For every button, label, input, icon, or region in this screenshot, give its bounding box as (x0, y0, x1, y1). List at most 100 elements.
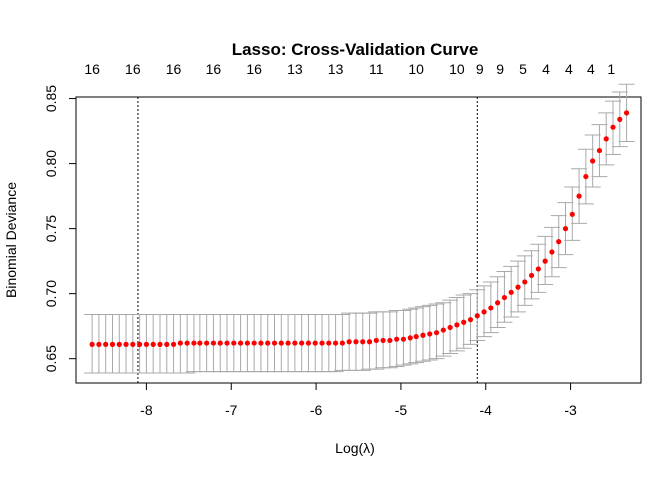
data-point (89, 341, 95, 347)
data-point (433, 330, 440, 336)
data-point (103, 341, 109, 347)
data-point (170, 341, 177, 347)
data-point (461, 319, 467, 325)
data-point (346, 339, 352, 345)
data-point (387, 337, 393, 344)
data-point (535, 266, 541, 272)
data-point (508, 289, 514, 295)
data-point (427, 331, 433, 337)
data-point (596, 147, 603, 154)
top-axis-label: 16 (84, 61, 100, 77)
data-point (447, 324, 453, 331)
data-point (495, 300, 501, 306)
data-point (522, 279, 528, 285)
data-point (157, 341, 163, 347)
data-point (237, 340, 244, 346)
top-axis-label: 13 (287, 61, 303, 77)
top-axis-label: 10 (449, 61, 465, 77)
data-point (610, 124, 616, 130)
data-point (217, 340, 223, 346)
data-point (353, 339, 359, 345)
data-point (258, 340, 264, 346)
data-point (454, 322, 460, 328)
data-point (143, 341, 150, 347)
data-point (109, 341, 116, 347)
data-point (413, 333, 419, 340)
x-tick-label: -6 (310, 402, 323, 418)
data-point (191, 340, 197, 346)
data-point (137, 341, 143, 347)
data-point (603, 136, 609, 142)
top-axis-label: 16 (246, 61, 262, 77)
data-point (197, 340, 203, 346)
top-axis-label: 13 (328, 61, 344, 77)
y-axis: 0.65 0.70 0.75 0.80 0.85 (43, 85, 77, 372)
data-point (271, 340, 278, 346)
data-point (569, 211, 575, 217)
data-point (319, 340, 325, 346)
x-axis-label: Log(λ) (335, 440, 375, 456)
top-axis-label: 16 (166, 61, 182, 77)
data-point (116, 341, 122, 347)
chart-title: Lasso: Cross-Validation Curve (232, 40, 479, 59)
data-point (556, 239, 562, 245)
error-bars (84, 83, 635, 374)
top-axis-label: 5 (519, 61, 527, 77)
y-tick-label: 0.70 (43, 280, 59, 307)
data-point (583, 173, 589, 180)
data-point (96, 341, 102, 347)
x-axis: -8 -7 -6 -5 -4 -3 (140, 382, 577, 418)
top-axis-label: 16 (206, 61, 222, 77)
data-point (360, 339, 366, 345)
data-point (278, 340, 284, 346)
data-point (130, 341, 136, 347)
data-point (299, 340, 305, 346)
data-point (251, 340, 257, 346)
data-point (305, 340, 312, 346)
data-point (576, 193, 582, 199)
data-point (407, 335, 413, 341)
data-point (394, 336, 400, 342)
y-tick-label: 0.65 (43, 345, 59, 372)
data-point (515, 284, 521, 290)
data-point (366, 339, 373, 345)
top-axis-label: 9 (476, 61, 484, 77)
x-tick-label: -3 (564, 402, 577, 418)
data-point (339, 340, 345, 346)
data-point (501, 294, 508, 301)
y-tick-label: 0.75 (43, 215, 59, 242)
data-point (244, 340, 250, 346)
data-point (542, 258, 548, 264)
data-point (380, 337, 386, 344)
x-tick-label: -5 (395, 402, 408, 418)
top-axis-label: 4 (565, 61, 573, 77)
plot-frame (75, 96, 642, 384)
top-axis-label: 16 (125, 61, 141, 77)
data-point (440, 327, 446, 333)
data-point (562, 226, 569, 232)
data-point (488, 305, 494, 311)
data-point (528, 272, 535, 279)
top-axis-variable-counts: 16 16 16 16 16 13 13 11 10 10 9 9 5 4 4 4 1 (84, 61, 615, 77)
top-axis-label: 4 (587, 61, 595, 77)
data-point (204, 340, 210, 346)
data-point (590, 158, 596, 164)
data-point (164, 341, 170, 347)
data-point (549, 249, 555, 255)
data-point (177, 340, 183, 346)
data-point (467, 317, 474, 323)
top-axis-label: 11 (369, 61, 384, 77)
y-tick-label: 0.85 (43, 85, 59, 112)
data-point (285, 340, 291, 346)
data-point (326, 340, 332, 346)
x-tick-label: -7 (225, 402, 238, 418)
data-point (400, 336, 407, 342)
x-tick-label: -8 (140, 402, 153, 418)
data-point (332, 340, 339, 346)
data-point (265, 340, 271, 346)
mean-points (89, 110, 630, 347)
data-point (150, 341, 156, 347)
data-point (184, 340, 190, 346)
y-tick-label: 0.80 (43, 150, 59, 177)
data-point (210, 340, 217, 346)
